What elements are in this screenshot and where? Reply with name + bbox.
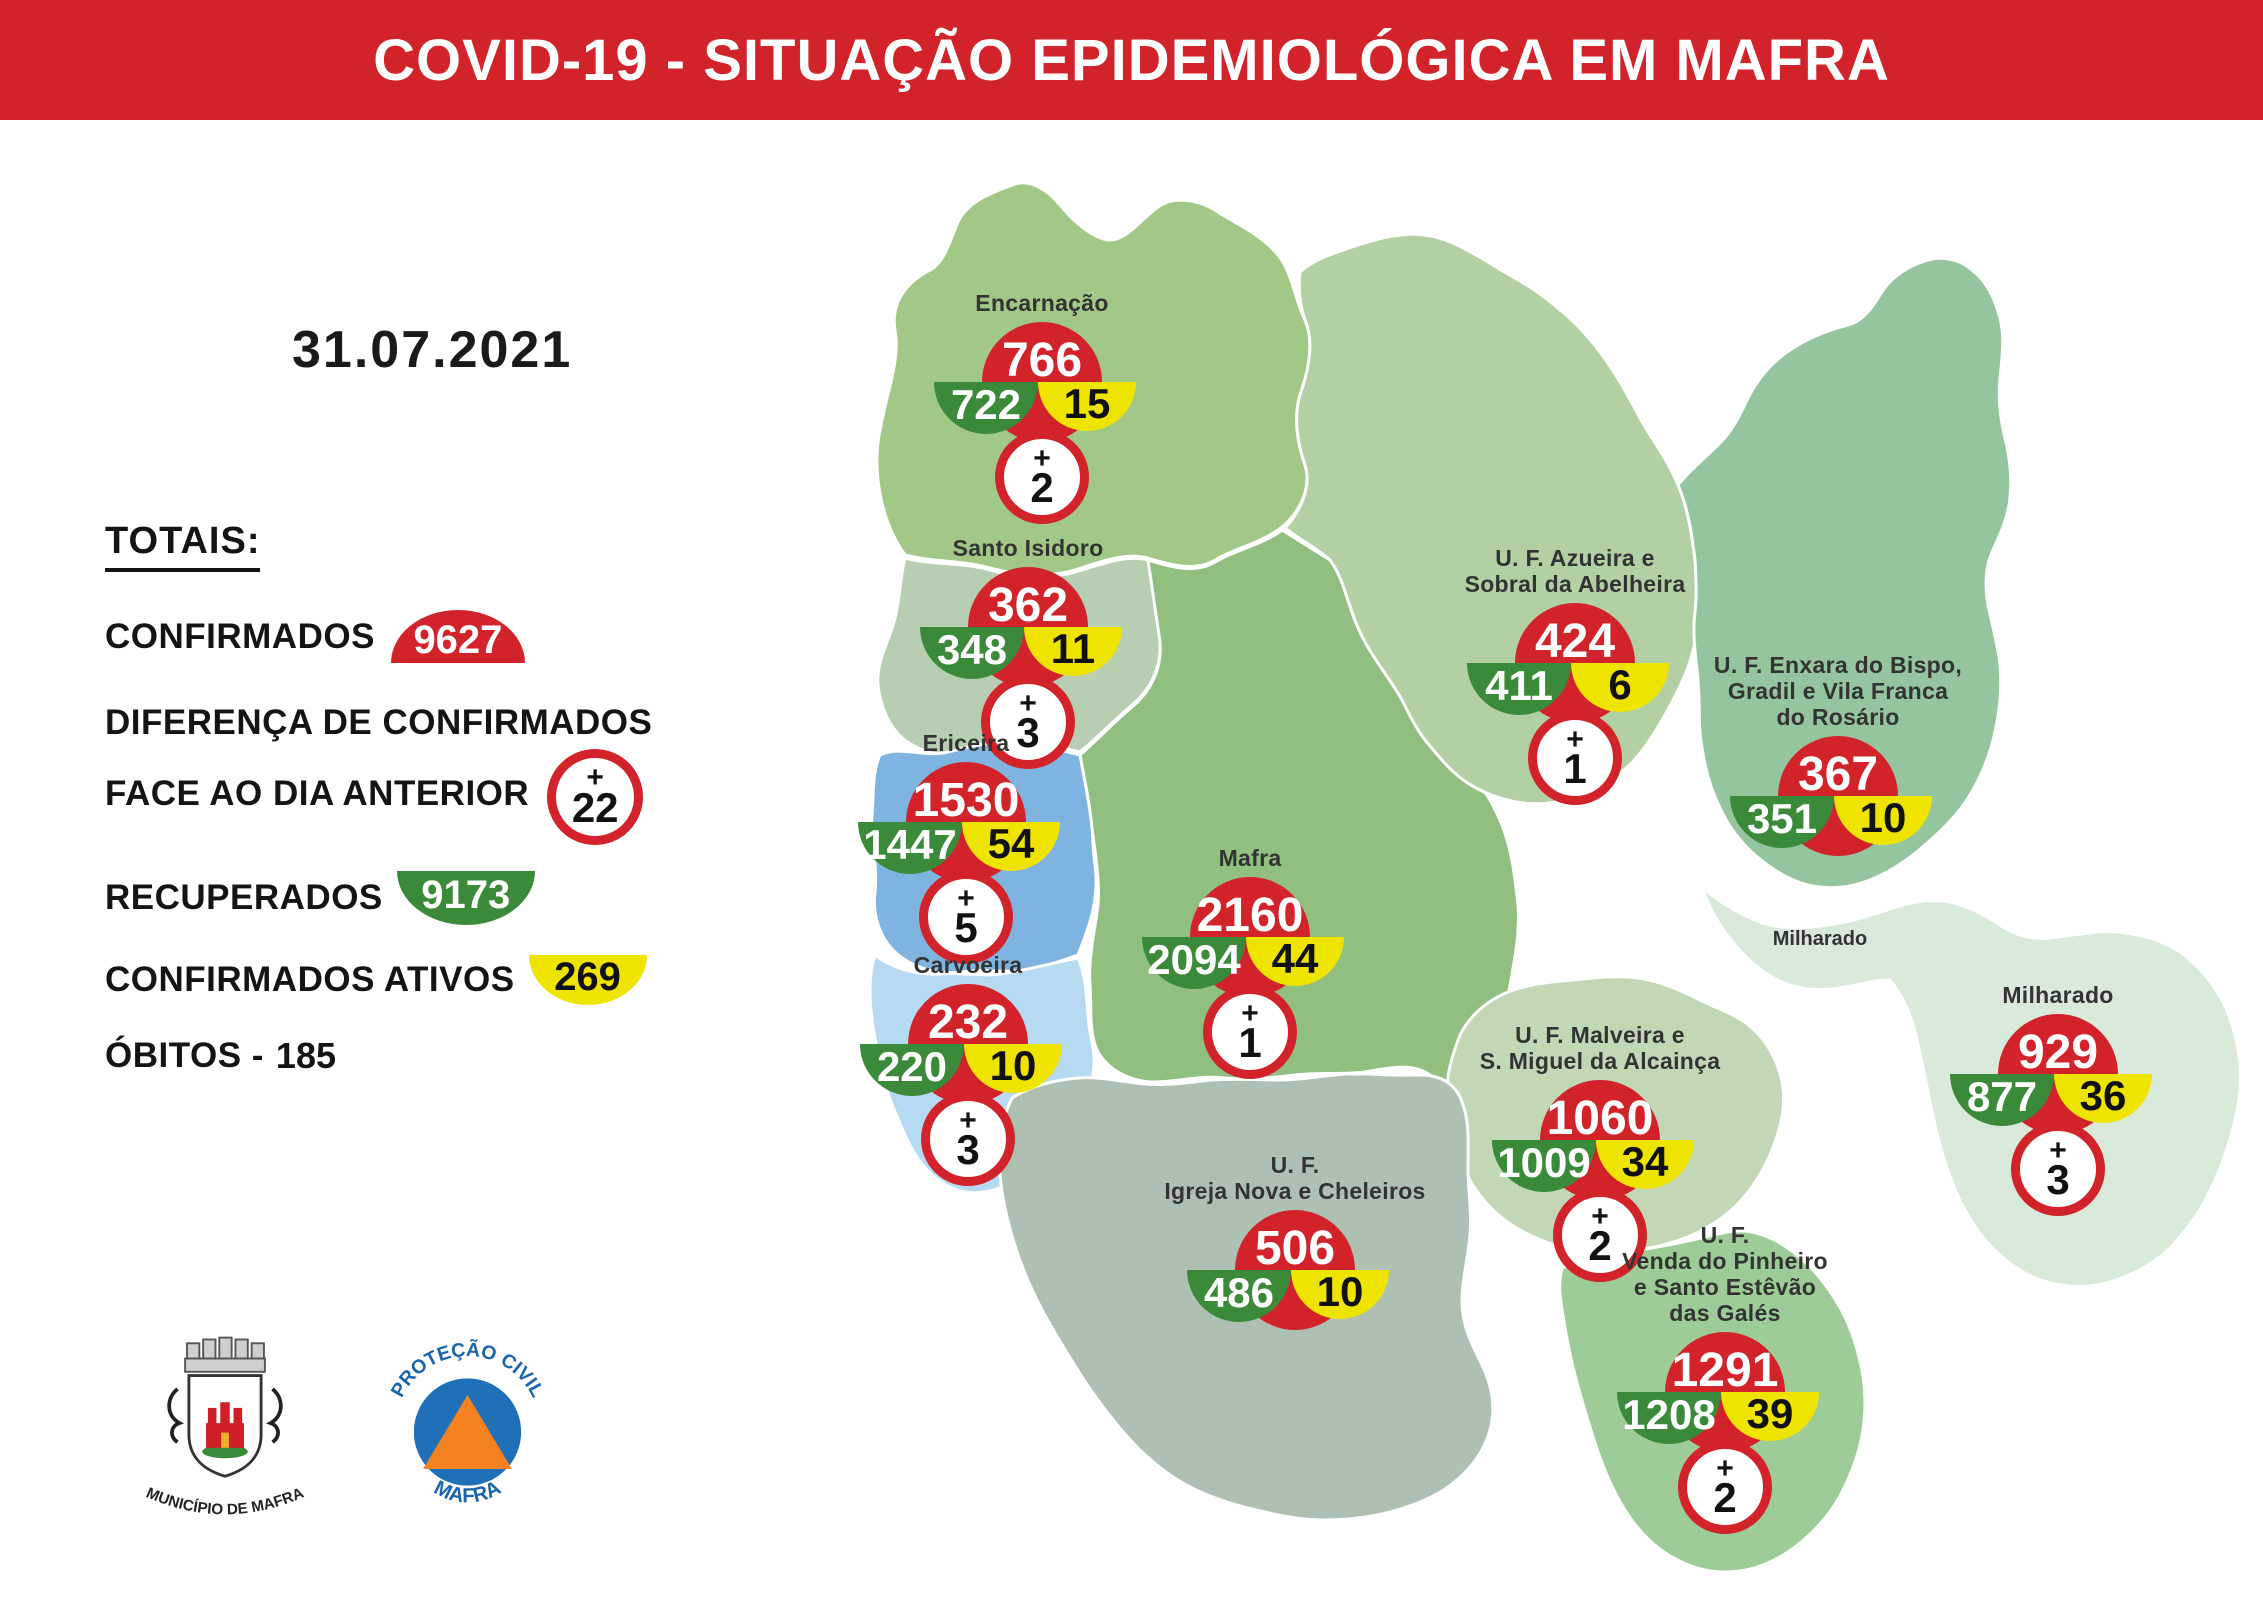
- parish-encarnacao: Encarnação 766 722 15 + 2: [882, 290, 1202, 524]
- report-date: 31.07.2021: [292, 321, 573, 379]
- recovered-badge: 1447: [858, 822, 962, 874]
- parish-label: U. F. Azueira e Sobral da Abelheira: [1464, 545, 1686, 597]
- active-badge: 44: [1246, 937, 1344, 986]
- deaths-row: ÓBITOS - 185: [105, 1035, 825, 1077]
- plus-sign: +: [1591, 1200, 1609, 1233]
- parish-label: Encarnação: [975, 290, 1109, 316]
- parish-label: Milharado: [2002, 982, 2114, 1008]
- plus-sign: +: [2049, 1134, 2067, 1167]
- daily-change-badge: + 5: [919, 870, 1013, 964]
- active-badge: 39: [1721, 1392, 1819, 1441]
- active-badge: 36: [2054, 1074, 2152, 1123]
- active-badge: 54: [962, 822, 1060, 871]
- header-banner: COVID-19 - SITUAÇÃO EPIDEMIOLÓGICA EM MA…: [0, 0, 2263, 120]
- parish-venda-pinheiro: U. F. Venda do Pinheiro e Santo Estêvão …: [1565, 1222, 1885, 1534]
- deaths-label: ÓBITOS -: [105, 1036, 264, 1075]
- parish-enxara: U. F. Enxara do Bispo, Gradil e Vila Fra…: [1678, 652, 1998, 936]
- parish-label: Mafra: [1218, 845, 1282, 871]
- active-total-badge: 269: [528, 955, 647, 1005]
- plus-sign: +: [586, 761, 604, 794]
- recovered-badge: 348: [920, 627, 1024, 679]
- active-badge: 10: [964, 1044, 1062, 1093]
- recovered-label: RECUPERADOS: [105, 878, 383, 917]
- daily-change-badge: + 2: [1678, 1440, 1772, 1534]
- plus-sign: +: [1716, 1452, 1734, 1485]
- recovered-badge: 722: [934, 382, 1038, 434]
- protecao-civil-logo: PROTEÇÃO CIVIL MAFRA: [387, 1337, 549, 1507]
- parish-mafra: Mafra 2160 2094 44 + 1: [1090, 845, 1410, 1079]
- confirmed-label: CONFIRMADOS: [105, 616, 375, 656]
- recovered-badge: 351: [1730, 796, 1834, 848]
- diff-label-line1: DIFERENÇA DE CONFIRMADOS: [105, 703, 653, 742]
- parish-carvoeira: Carvoeira 232 220 10 + 3: [808, 952, 1128, 1186]
- active-label: CONFIRMADOS ATIVOS: [105, 960, 515, 999]
- daily-change-badge: + 2: [1553, 1188, 1647, 1282]
- diff-label-line2: FACE AO DIA ANTERIOR: [105, 774, 530, 813]
- plus-sign: +: [1033, 442, 1051, 475]
- daily-change-badge: + 1: [1528, 711, 1622, 805]
- parish-milharado: Milharado 929 877 36 + 3: [1898, 982, 2218, 1216]
- daily-change-badge: + 1: [1203, 985, 1297, 1079]
- active-badge: 34: [1596, 1140, 1694, 1189]
- recovered-badge: 2094: [1142, 937, 1246, 989]
- parish-label: Carvoeira: [913, 952, 1023, 978]
- left-ornament-icon: [167, 1387, 185, 1444]
- active-badge: 10: [1291, 1270, 1389, 1319]
- parish-label: U. F. Malveira e S. Miguel da Alcainça: [1479, 1022, 1721, 1074]
- daily-diff-block: DIFERENÇA DE CONFIRMADOS FACE AO DIA ANT…: [105, 703, 825, 845]
- orange-triangle-icon: [423, 1394, 512, 1469]
- active-badge: 15: [1038, 382, 1136, 431]
- parish-label: Ericeira: [922, 730, 1010, 756]
- recovered-row: RECUPERADOS 9173: [105, 871, 825, 925]
- region-enxara: [1676, 256, 2013, 890]
- parish-ericeira: Ericeira 1530 1447 54 + 5: [806, 730, 1126, 964]
- footer-logos: MUNICÍPIO DE MAFRA PROTEÇÃO CIVIL MAFRA: [130, 1310, 560, 1540]
- parish-label: Santo Isidoro: [952, 535, 1104, 561]
- active-badge: 6: [1571, 663, 1669, 712]
- castle-icon: [202, 1402, 248, 1459]
- parish-label-milharado-west: Milharado: [1772, 928, 1868, 950]
- parish-label: U. F. Igreja Nova e Cheleiros: [1164, 1152, 1426, 1204]
- plus-sign: +: [1019, 687, 1037, 720]
- totals-panel: TOTAIS: CONFIRMADOS 9627 DIFERENÇA DE CO…: [105, 520, 825, 1117]
- plus-sign: +: [1241, 997, 1259, 1030]
- parish-santo-isidoro: Santo Isidoro 362 348 11 + 3: [868, 535, 1188, 769]
- active-badge: 10: [1834, 796, 1932, 845]
- mural-crown-icon: [184, 1336, 266, 1373]
- recovered-badge: 220: [860, 1044, 964, 1096]
- parish-label: U. F. Enxara do Bispo, Gradil e Vila Fra…: [1713, 652, 1963, 730]
- recovered-badge: 877: [1950, 1074, 2054, 1126]
- recovered-badge: 411: [1467, 663, 1571, 715]
- svg-text:MUNICÍPIO DE MAFRA: MUNICÍPIO DE MAFRA: [144, 1484, 307, 1518]
- parish-azueira-sobral: U. F. Azueira e Sobral da Abelheira 424 …: [1415, 545, 1735, 805]
- daily-change-badge: + 3: [981, 675, 1075, 769]
- plus-sign: +: [957, 882, 975, 915]
- daily-change-badge: + 3: [921, 1092, 1015, 1186]
- plus-sign: +: [1566, 723, 1584, 756]
- active-row: CONFIRMADOS ATIVOS 269: [105, 955, 825, 1005]
- recovered-total-badge: 9173: [396, 871, 535, 925]
- recovered-badge: 1009: [1492, 1140, 1596, 1192]
- parish-label: U. F. Venda do Pinheiro e Santo Estêvão …: [1622, 1222, 1828, 1326]
- parish-igreja-nova: U. F. Igreja Nova e Cheleiros 506 486 10: [1135, 1152, 1455, 1410]
- daily-change-badge: + 2: [995, 430, 1089, 524]
- daily-diff-badge: + 22: [547, 749, 644, 845]
- parish-malveira: U. F. Malveira e S. Miguel da Alcainça 1…: [1440, 1022, 1760, 1282]
- municipality-logo-text: MUNICÍPIO DE MAFRA: [144, 1484, 307, 1518]
- confirmed-total-badge: 9627: [390, 610, 525, 663]
- confirmed-row: CONFIRMADOS 9627: [105, 610, 825, 663]
- daily-change-badge: + 3: [2011, 1122, 2105, 1216]
- active-badge: 11: [1024, 627, 1122, 676]
- plus-sign: +: [959, 1104, 977, 1137]
- totals-heading: TOTAIS:: [105, 520, 261, 572]
- mafra-coat-of-arms-logo: MUNICÍPIO DE MAFRA: [144, 1336, 307, 1518]
- page-title: COVID-19 - SITUAÇÃO EPIDEMIOLÓGICA EM MA…: [373, 27, 1890, 93]
- right-ornament-icon: [265, 1387, 283, 1444]
- recovered-badge: 486: [1187, 1270, 1291, 1322]
- deaths-value: 185: [275, 1035, 336, 1076]
- recovered-badge: 1208: [1617, 1392, 1721, 1444]
- daily-diff-value: 22: [571, 784, 619, 831]
